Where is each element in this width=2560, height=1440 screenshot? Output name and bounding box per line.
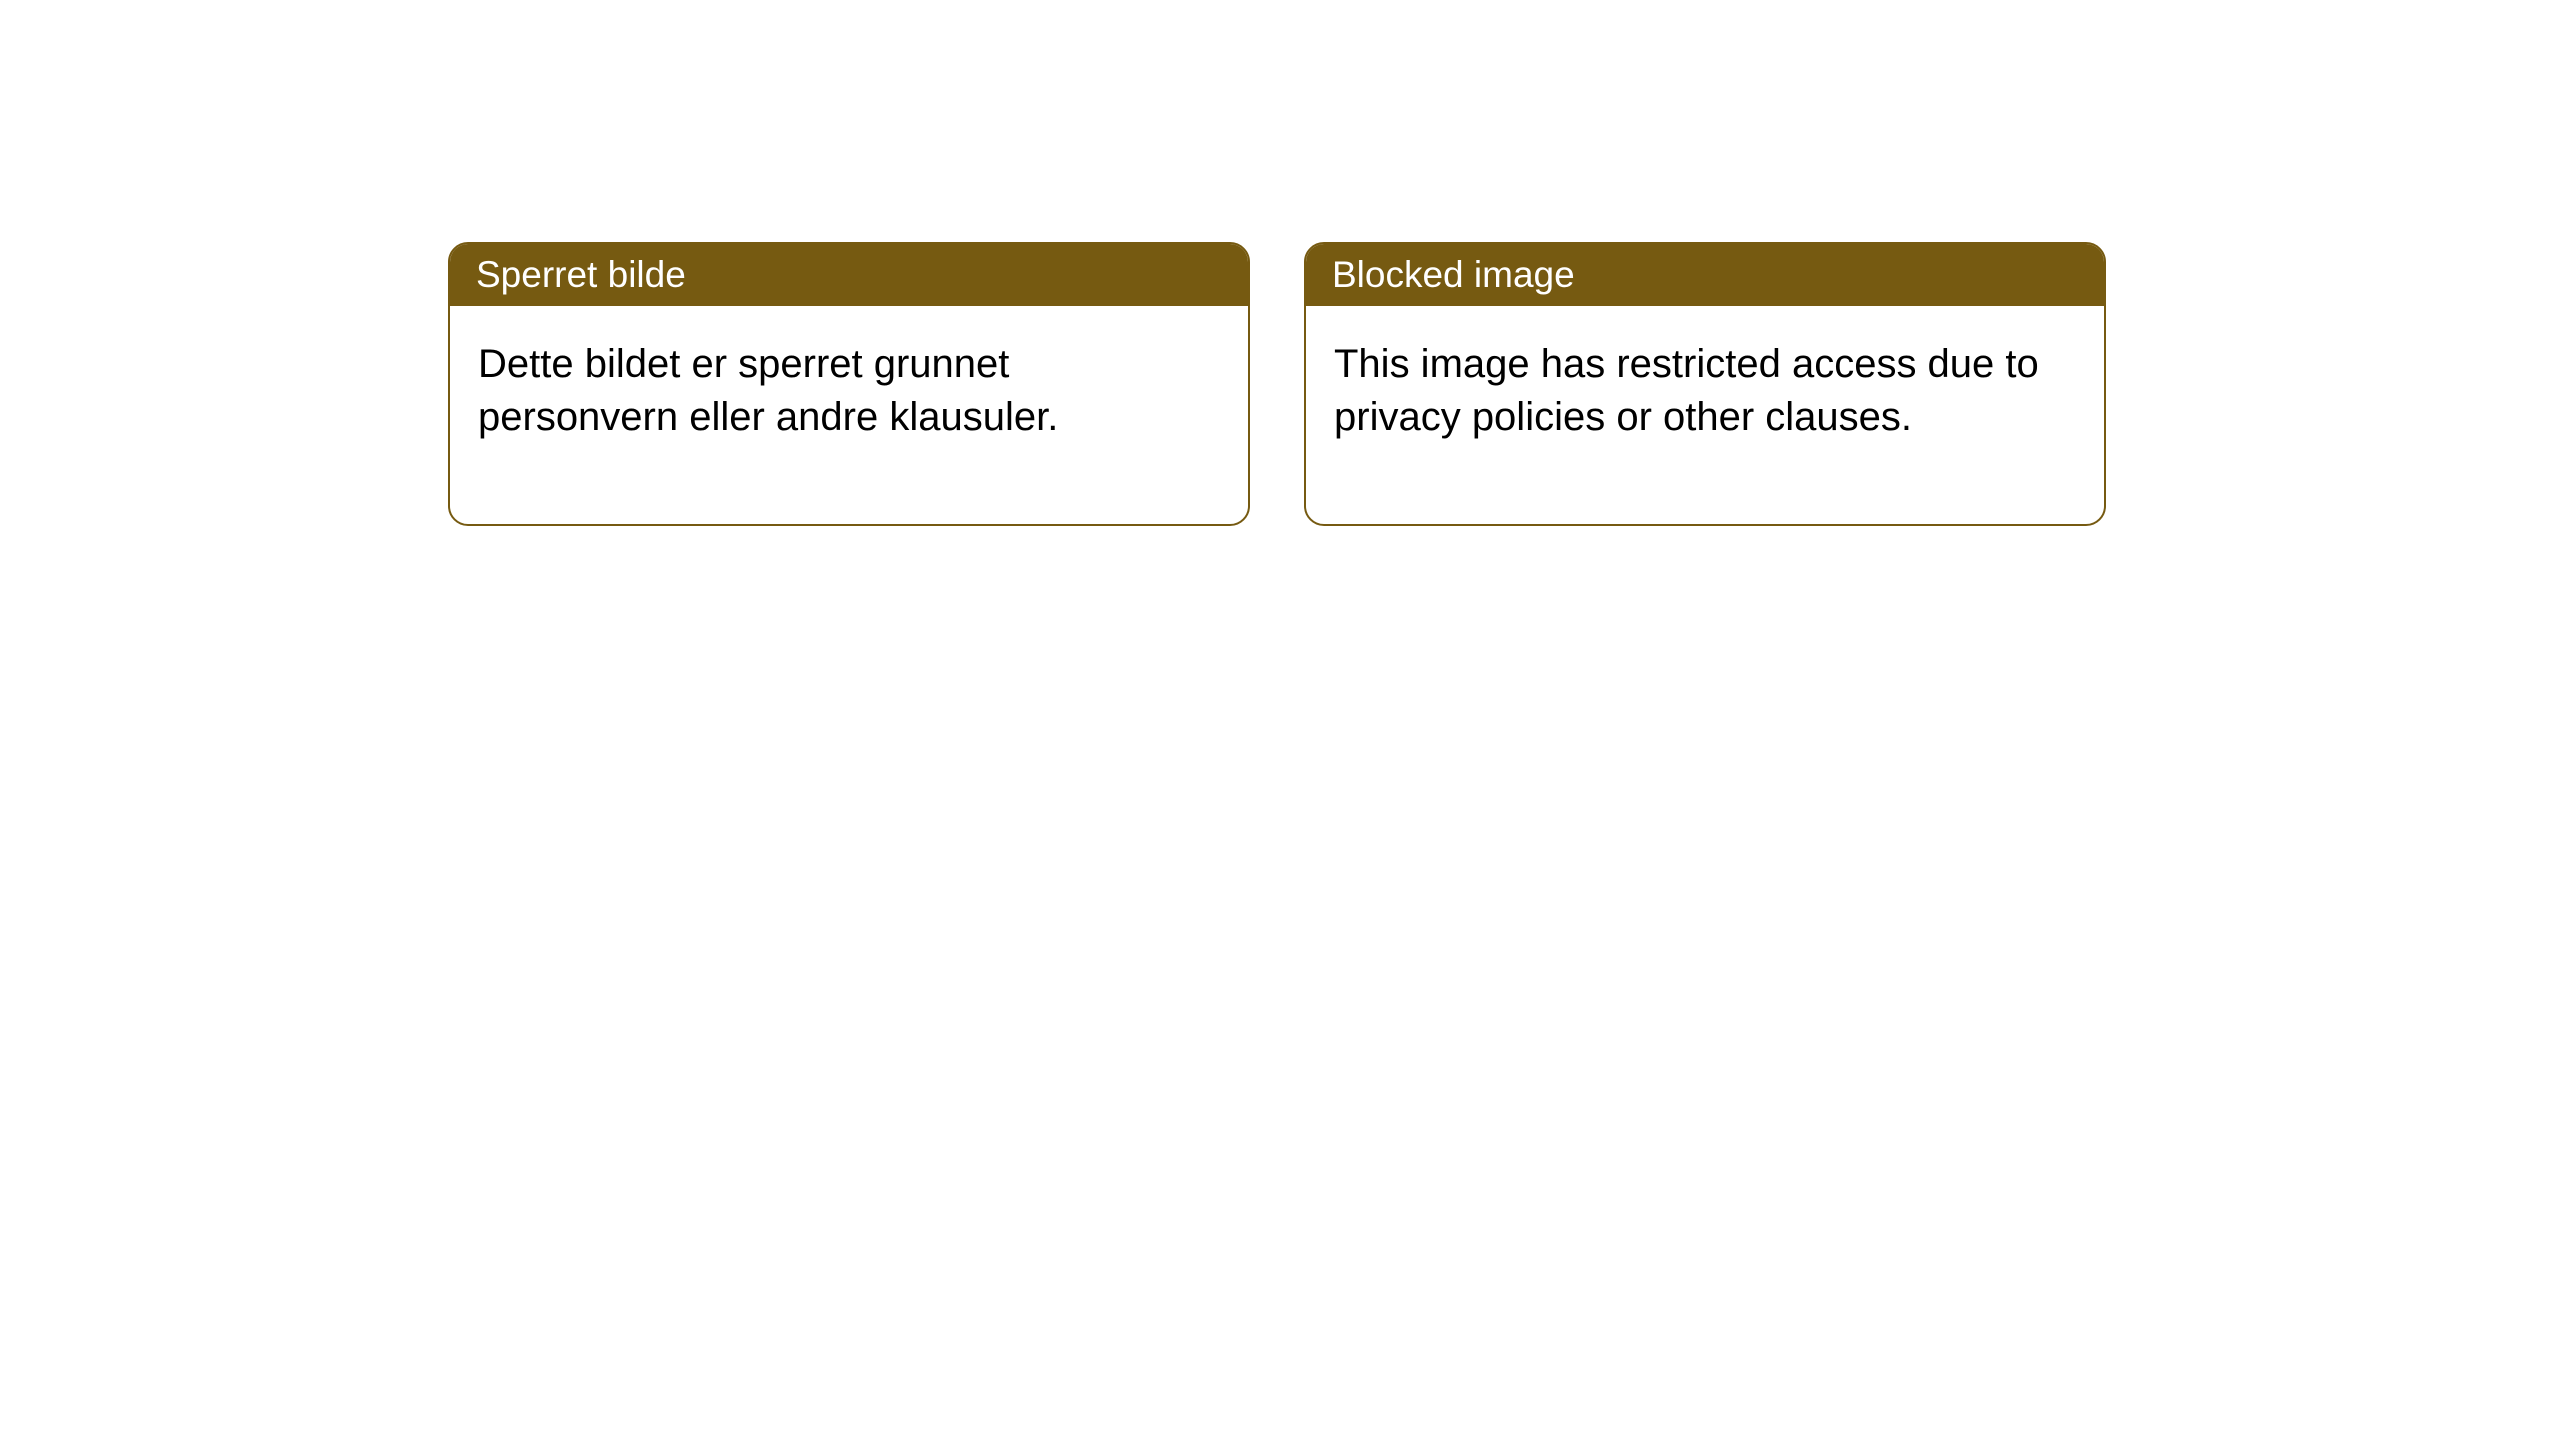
card-body: Dette bildet er sperret grunnet personve… [450, 306, 1248, 524]
blocked-image-card-norwegian: Sperret bilde Dette bildet er sperret gr… [448, 242, 1250, 526]
card-title: Sperret bilde [476, 254, 686, 295]
card-header: Sperret bilde [450, 244, 1248, 306]
blocked-image-card-english: Blocked image This image has restricted … [1304, 242, 2106, 526]
card-header: Blocked image [1306, 244, 2104, 306]
card-body: This image has restricted access due to … [1306, 306, 2104, 524]
cards-container: Sperret bilde Dette bildet er sperret gr… [0, 0, 2560, 526]
card-title: Blocked image [1332, 254, 1575, 295]
card-body-text: Dette bildet er sperret grunnet personve… [478, 342, 1058, 439]
card-body-text: This image has restricted access due to … [1334, 342, 2039, 439]
